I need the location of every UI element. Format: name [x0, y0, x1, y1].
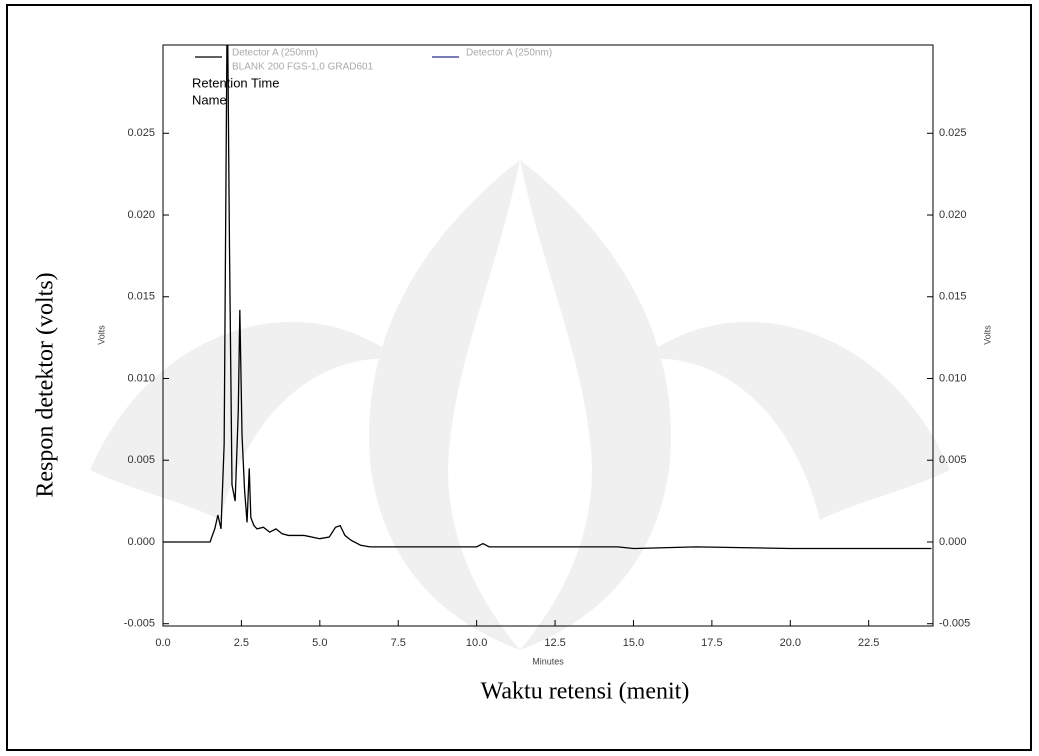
chart: Respon detektor (volts) Waktu retensi (m…	[0, 0, 1039, 756]
x-tick-label: 12.5	[544, 637, 565, 649]
x-tick-label: 15.0	[623, 637, 644, 649]
x-axis-title: Waktu retensi (menit)	[481, 679, 690, 705]
watermark	[90, 160, 950, 650]
y-tick-label: 0.000	[127, 536, 155, 548]
y-tick-label: 0.010	[127, 372, 155, 384]
y-tick-label: 0.005	[127, 454, 155, 466]
y2-tick-label: 0.010	[939, 372, 967, 384]
legend-description: BLANK 200 FGS-1,0 GRAD601	[232, 62, 374, 73]
y-axis-title: Respon detektor (volts)	[33, 272, 59, 497]
page: Respon detektor (volts) Waktu retensi (m…	[0, 0, 1039, 756]
annotation: Name	[192, 92, 227, 107]
y-axis-name: Volts	[96, 325, 106, 345]
y2-tick-label: 0.000	[939, 536, 967, 548]
y2-tick-label: -0.005	[939, 618, 970, 630]
x-tick-label: 10.0	[466, 637, 487, 649]
y2-tick-label: 0.020	[939, 209, 967, 221]
x-tick-label: 22.5	[858, 637, 879, 649]
y-tick-label: 0.020	[127, 209, 155, 221]
y2-tick-label: 0.005	[939, 454, 967, 466]
y-tick-label: 0.025	[127, 127, 155, 139]
legend-label: Detector A (250nm)	[466, 48, 552, 59]
y2-tick-label: 0.025	[939, 127, 967, 139]
y2-axis-name: Volts	[982, 325, 992, 345]
x-tick-label: 7.5	[391, 637, 406, 649]
y-tick-label: 0.015	[127, 291, 155, 303]
annotation: Retention Time	[192, 75, 279, 90]
x-tick-label: 2.5	[234, 637, 249, 649]
x-tick-label: 20.0	[780, 637, 801, 649]
x-tick-label: 5.0	[312, 637, 327, 649]
x-axis-name: Minutes	[532, 656, 564, 666]
y-tick-label: -0.005	[124, 618, 155, 630]
legend-label: Detector A (250nm)	[232, 48, 318, 59]
x-tick-label: 0.0	[155, 637, 170, 649]
y2-tick-label: 0.015	[939, 291, 967, 303]
x-tick-label: 17.5	[701, 637, 722, 649]
